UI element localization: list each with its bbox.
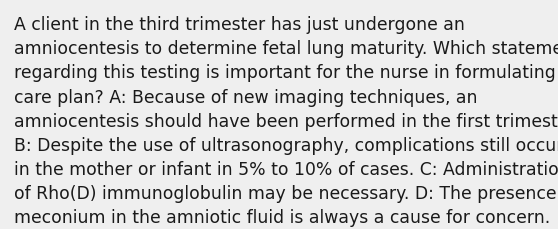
Text: amniocentesis to determine fetal lung maturity. Which statement: amniocentesis to determine fetal lung ma… (14, 40, 558, 58)
Text: A client in the third trimester has just undergone an: A client in the third trimester has just… (14, 16, 465, 34)
Text: meconium in the amniotic fluid is always a cause for concern.: meconium in the amniotic fluid is always… (14, 208, 550, 226)
Text: of Rho(D) immunoglobulin may be necessary. D: The presence of: of Rho(D) immunoglobulin may be necessar… (14, 184, 558, 202)
Text: in the mother or infant in 5% to 10% of cases. C: Administration: in the mother or infant in 5% to 10% of … (14, 160, 558, 178)
Text: amniocentesis should have been performed in the first trimester.: amniocentesis should have been performed… (14, 112, 558, 130)
Text: care plan? A: Because of new imaging techniques, an: care plan? A: Because of new imaging tec… (14, 88, 478, 106)
Text: regarding this testing is important for the nurse in formulating a: regarding this testing is important for … (14, 64, 558, 82)
Text: B: Despite the use of ultrasonography, complications still occur: B: Despite the use of ultrasonography, c… (14, 136, 558, 154)
